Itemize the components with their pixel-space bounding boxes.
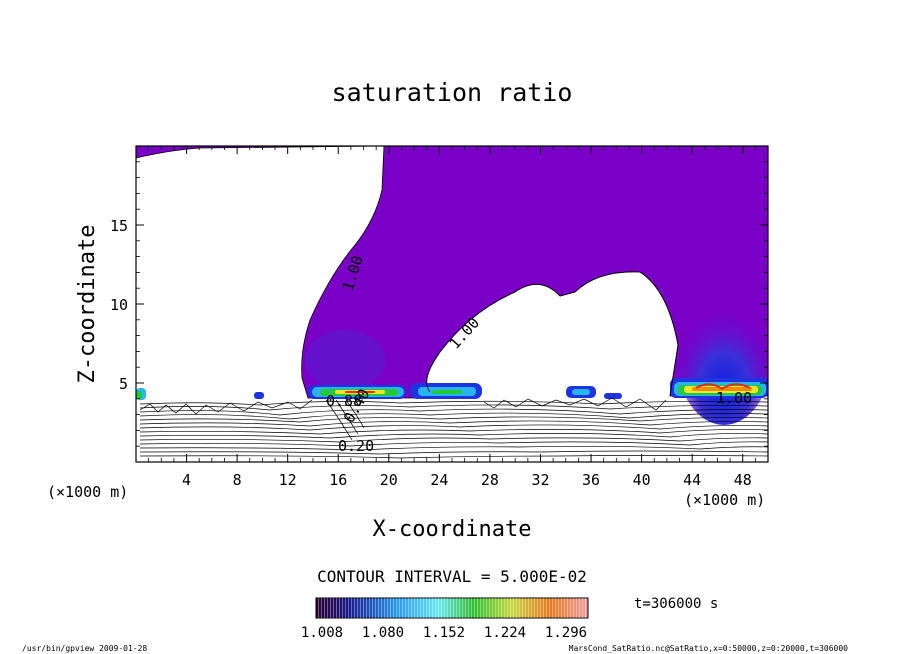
contour-label: 0.20 [338,437,374,455]
time-label: t=306000 s [634,596,718,612]
x-tick-label: 20 [380,471,398,489]
footer-left: /usr/bin/gpview 2009-01-28 [22,644,147,653]
x-tick-label: 44 [683,471,701,489]
colorbar-label: 1.080 [362,625,404,641]
x-tick-label: 24 [430,471,448,489]
colorbar-ticks [316,598,588,618]
colorbar-label: 1.152 [423,625,465,641]
y-tick-label: 5 [119,375,128,393]
x-tick-label: 4 [182,471,191,489]
x-axis-title: X-coordinate [373,517,532,542]
y-tick-label: 15 [110,217,128,235]
subsaturated-contours [139,397,768,459]
x-axis: 4 8 12 16 20 24 28 32 36 40 44 48 [148,146,756,489]
x-unit-label-left: (×1000 m) [47,483,128,501]
x-tick-label: 36 [582,471,600,489]
footer-right: MarsCond_SatRatio.nc@SatRatio,x=0:50000,… [569,644,849,653]
x-tick-label: 8 [233,471,242,489]
x-tick-label: 12 [279,471,297,489]
y-axis-title: Z-coordinate [75,225,100,384]
contour-interval-text: CONTOUR INTERVAL = 5.000E-02 [317,567,587,586]
x-tick-label: 28 [481,471,499,489]
colorbar-label: 1.008 [301,625,343,641]
x-tick-label: 32 [531,471,549,489]
contour-label: 0.88 [326,392,362,410]
colorbar-labels: 1.008 1.080 1.152 1.224 1.296 [301,625,587,641]
saturation-boundary [426,271,679,397]
plot-area [136,146,768,462]
y-axis: 5 10 15 [110,161,768,447]
chart-title: saturation ratio [332,78,573,107]
contour-label: 1.00 [716,389,752,407]
colorbar-label: 1.296 [545,625,587,641]
x-tick-label: 16 [329,471,347,489]
x-unit-label-right: (×1000 m) [684,491,765,509]
colorbar-label: 1.224 [484,625,526,641]
y-tick-label: 10 [110,296,128,314]
plume-left [305,330,385,390]
x-tick-label: 40 [633,471,651,489]
x-tick-label: 48 [734,471,752,489]
layer-bands [136,378,768,400]
